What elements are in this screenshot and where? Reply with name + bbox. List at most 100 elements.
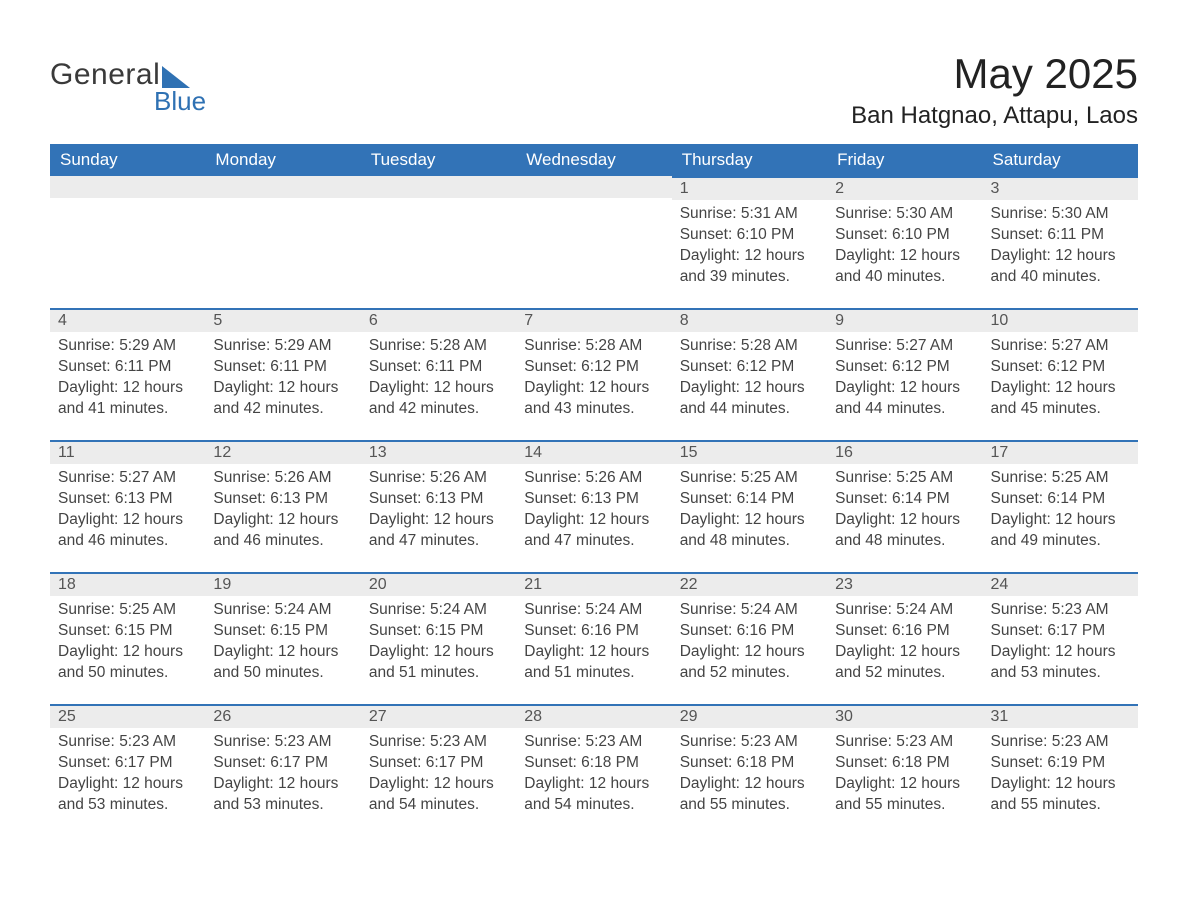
sunrise-label: Sunrise: bbox=[524, 601, 581, 618]
sunrise-label: Sunrise: bbox=[991, 469, 1048, 486]
day-number: 27 bbox=[361, 704, 516, 728]
sunrise-line: Sunrise: 5:24 AM bbox=[369, 600, 508, 621]
sunrise-line: Sunrise: 5:29 AM bbox=[213, 336, 352, 357]
daylight-label: Daylight: bbox=[835, 643, 895, 660]
calendar-cell: 18Sunrise: 5:25 AMSunset: 6:15 PMDayligh… bbox=[50, 572, 205, 704]
sunrise-label: Sunrise: bbox=[835, 205, 892, 222]
day-number: 17 bbox=[983, 440, 1138, 464]
sunrise-label: Sunrise: bbox=[680, 337, 737, 354]
day-number: 3 bbox=[983, 176, 1138, 200]
sunset-label: Sunset: bbox=[58, 490, 111, 507]
day-content: Sunrise: 5:29 AMSunset: 6:11 PMDaylight:… bbox=[205, 332, 360, 424]
sunset-value: 6:16 PM bbox=[892, 622, 950, 639]
daylight-label: Daylight: bbox=[680, 379, 740, 396]
weekday-header: Wednesday bbox=[516, 144, 671, 176]
sunrise-label: Sunrise: bbox=[835, 337, 892, 354]
day-content: Sunrise: 5:24 AMSunset: 6:16 PMDaylight:… bbox=[827, 596, 982, 688]
calendar-cell: 8Sunrise: 5:28 AMSunset: 6:12 PMDaylight… bbox=[672, 308, 827, 440]
sunrise-value: 5:27 AM bbox=[1052, 337, 1109, 354]
sunrise-line: Sunrise: 5:25 AM bbox=[835, 468, 974, 489]
day-content: Sunrise: 5:23 AMSunset: 6:18 PMDaylight:… bbox=[827, 728, 982, 820]
sunset-label: Sunset: bbox=[835, 622, 888, 639]
daylight-line: Daylight: 12 hours and 52 minutes. bbox=[680, 642, 819, 684]
daylight-line: Daylight: 12 hours and 53 minutes. bbox=[213, 774, 352, 816]
calendar-cell: 11Sunrise: 5:27 AMSunset: 6:13 PMDayligh… bbox=[50, 440, 205, 572]
empty-daynum-bar bbox=[205, 176, 360, 198]
day-content: Sunrise: 5:26 AMSunset: 6:13 PMDaylight:… bbox=[205, 464, 360, 556]
sunrise-label: Sunrise: bbox=[369, 601, 426, 618]
sunset-line: Sunset: 6:15 PM bbox=[58, 621, 197, 642]
sunset-label: Sunset: bbox=[991, 622, 1044, 639]
sunrise-line: Sunrise: 5:23 AM bbox=[369, 732, 508, 753]
daylight-line: Daylight: 12 hours and 53 minutes. bbox=[58, 774, 197, 816]
sunset-line: Sunset: 6:11 PM bbox=[213, 357, 352, 378]
calendar-cell-empty bbox=[361, 176, 516, 308]
sunset-line: Sunset: 6:18 PM bbox=[835, 753, 974, 774]
sunset-line: Sunset: 6:12 PM bbox=[991, 357, 1130, 378]
sunset-value: 6:11 PM bbox=[270, 358, 327, 375]
sunset-label: Sunset: bbox=[680, 622, 733, 639]
calendar-cell: 12Sunrise: 5:26 AMSunset: 6:13 PMDayligh… bbox=[205, 440, 360, 572]
sunrise-line: Sunrise: 5:23 AM bbox=[991, 732, 1130, 753]
sunset-value: 6:11 PM bbox=[1047, 226, 1104, 243]
sunset-line: Sunset: 6:14 PM bbox=[835, 489, 974, 510]
sunset-value: 6:13 PM bbox=[581, 490, 639, 507]
sunrise-value: 5:28 AM bbox=[741, 337, 798, 354]
daylight-line: Daylight: 12 hours and 55 minutes. bbox=[680, 774, 819, 816]
day-content: Sunrise: 5:24 AMSunset: 6:15 PMDaylight:… bbox=[361, 596, 516, 688]
day-number: 7 bbox=[516, 308, 671, 332]
sunrise-line: Sunrise: 5:23 AM bbox=[835, 732, 974, 753]
sunrise-line: Sunrise: 5:25 AM bbox=[680, 468, 819, 489]
sunset-value: 6:17 PM bbox=[115, 754, 173, 771]
sunset-label: Sunset: bbox=[524, 754, 577, 771]
weekday-header: Saturday bbox=[983, 144, 1138, 176]
calendar-cell: 4Sunrise: 5:29 AMSunset: 6:11 PMDaylight… bbox=[50, 308, 205, 440]
calendar-cell: 19Sunrise: 5:24 AMSunset: 6:15 PMDayligh… bbox=[205, 572, 360, 704]
sunrise-label: Sunrise: bbox=[680, 205, 737, 222]
calendar-cell: 6Sunrise: 5:28 AMSunset: 6:11 PMDaylight… bbox=[361, 308, 516, 440]
sunset-line: Sunset: 6:11 PM bbox=[369, 357, 508, 378]
sunrise-value: 5:30 AM bbox=[1052, 205, 1109, 222]
calendar-cell: 9Sunrise: 5:27 AMSunset: 6:12 PMDaylight… bbox=[827, 308, 982, 440]
day-number: 16 bbox=[827, 440, 982, 464]
daylight-line: Daylight: 12 hours and 41 minutes. bbox=[58, 378, 197, 420]
sunrise-line: Sunrise: 5:23 AM bbox=[991, 600, 1130, 621]
daylight-label: Daylight: bbox=[213, 511, 273, 528]
sunset-line: Sunset: 6:13 PM bbox=[58, 489, 197, 510]
sunrise-label: Sunrise: bbox=[991, 205, 1048, 222]
empty-daynum-bar bbox=[361, 176, 516, 198]
sunset-line: Sunset: 6:15 PM bbox=[213, 621, 352, 642]
sunset-value: 6:14 PM bbox=[737, 490, 795, 507]
sunset-line: Sunset: 6:13 PM bbox=[369, 489, 508, 510]
sunset-line: Sunset: 6:13 PM bbox=[524, 489, 663, 510]
sunset-label: Sunset: bbox=[991, 490, 1044, 507]
sunset-line: Sunset: 6:14 PM bbox=[680, 489, 819, 510]
daylight-label: Daylight: bbox=[991, 643, 1051, 660]
sunrise-value: 5:29 AM bbox=[119, 337, 176, 354]
sunrise-value: 5:23 AM bbox=[896, 733, 953, 750]
daylight-line: Daylight: 12 hours and 47 minutes. bbox=[524, 510, 663, 552]
sunset-label: Sunset: bbox=[58, 754, 111, 771]
sunset-label: Sunset: bbox=[680, 226, 733, 243]
sunset-line: Sunset: 6:14 PM bbox=[991, 489, 1130, 510]
sunset-value: 6:11 PM bbox=[426, 358, 483, 375]
sunrise-line: Sunrise: 5:26 AM bbox=[213, 468, 352, 489]
sunset-value: 6:12 PM bbox=[581, 358, 639, 375]
calendar-page: General Blue May 2025 Ban Hatgnao, Attap… bbox=[0, 0, 1188, 918]
sunrise-label: Sunrise: bbox=[991, 601, 1048, 618]
calendar-cell-empty bbox=[50, 176, 205, 308]
sunrise-value: 5:23 AM bbox=[1052, 733, 1109, 750]
sunset-value: 6:12 PM bbox=[737, 358, 795, 375]
calendar-cell: 20Sunrise: 5:24 AMSunset: 6:15 PMDayligh… bbox=[361, 572, 516, 704]
calendar-cell: 2Sunrise: 5:30 AMSunset: 6:10 PMDaylight… bbox=[827, 176, 982, 308]
sunrise-label: Sunrise: bbox=[524, 469, 581, 486]
sunrise-label: Sunrise: bbox=[213, 469, 270, 486]
calendar-cell-empty bbox=[205, 176, 360, 308]
day-number: 26 bbox=[205, 704, 360, 728]
day-number: 19 bbox=[205, 572, 360, 596]
sunrise-value: 5:23 AM bbox=[1052, 601, 1109, 618]
daylight-label: Daylight: bbox=[835, 379, 895, 396]
day-number: 11 bbox=[50, 440, 205, 464]
sunrise-value: 5:27 AM bbox=[119, 469, 176, 486]
sunset-value: 6:15 PM bbox=[426, 622, 484, 639]
